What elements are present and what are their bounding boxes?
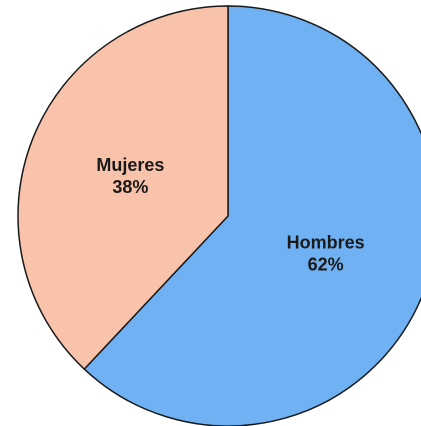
slice-label: Mujeres xyxy=(96,155,164,175)
slice-label: Hombres xyxy=(287,232,365,252)
pie-slice xyxy=(17,5,229,371)
slice-value-label: 62% xyxy=(308,254,344,274)
slice-value-label: 38% xyxy=(112,177,148,197)
pie-slice xyxy=(83,5,421,426)
